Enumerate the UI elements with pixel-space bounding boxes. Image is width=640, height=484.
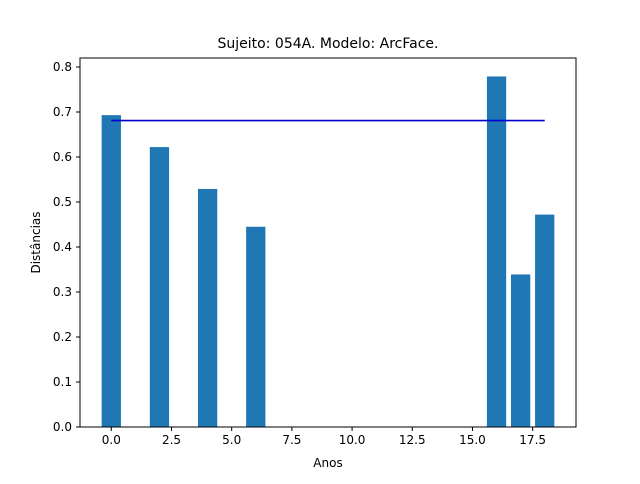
bar [535, 214, 555, 427]
x-axis-label: Anos [313, 456, 342, 470]
bars-layer [101, 76, 555, 428]
x-tick-label: 5.0 [222, 433, 241, 447]
x-tick-label: 2.5 [162, 433, 181, 447]
y-tick-label: 0.7 [53, 105, 72, 119]
bar [246, 226, 266, 427]
x-tick-label: 17.5 [519, 433, 546, 447]
x-tick-label: 15.0 [459, 433, 486, 447]
bar [101, 115, 121, 428]
y-tick-label: 0.6 [53, 150, 72, 164]
x-tick-label: 7.5 [282, 433, 301, 447]
y-tick-label: 0.1 [53, 375, 72, 389]
x-ticks: 0.0 2.5 5.0 7.5 10.0 12.5 15.0 17.5 [102, 427, 546, 447]
bar [486, 76, 507, 427]
bar [510, 274, 531, 427]
axes-frame [79, 57, 577, 428]
y-tick-label: 0.8 [53, 60, 72, 74]
bar [197, 188, 218, 427]
y-ticks: 0.0 0.1 0.2 0.3 0.4 0.5 0.6 0.7 0.8 [53, 60, 80, 434]
bar [149, 147, 170, 427]
y-tick-label: 0.2 [53, 330, 72, 344]
x-tick-label: 10.0 [339, 433, 366, 447]
y-axis-label: Distâncias [29, 211, 43, 273]
y-tick-label: 0.4 [53, 240, 72, 254]
y-tick-label: 0.0 [53, 420, 72, 434]
y-tick-label: 0.5 [53, 195, 72, 209]
x-tick-label: 0.0 [102, 433, 121, 447]
chart-title: Sujeito: 054A. Modelo: ArcFace. [218, 36, 439, 52]
y-tick-label: 0.3 [53, 285, 72, 299]
x-tick-label: 12.5 [399, 433, 426, 447]
